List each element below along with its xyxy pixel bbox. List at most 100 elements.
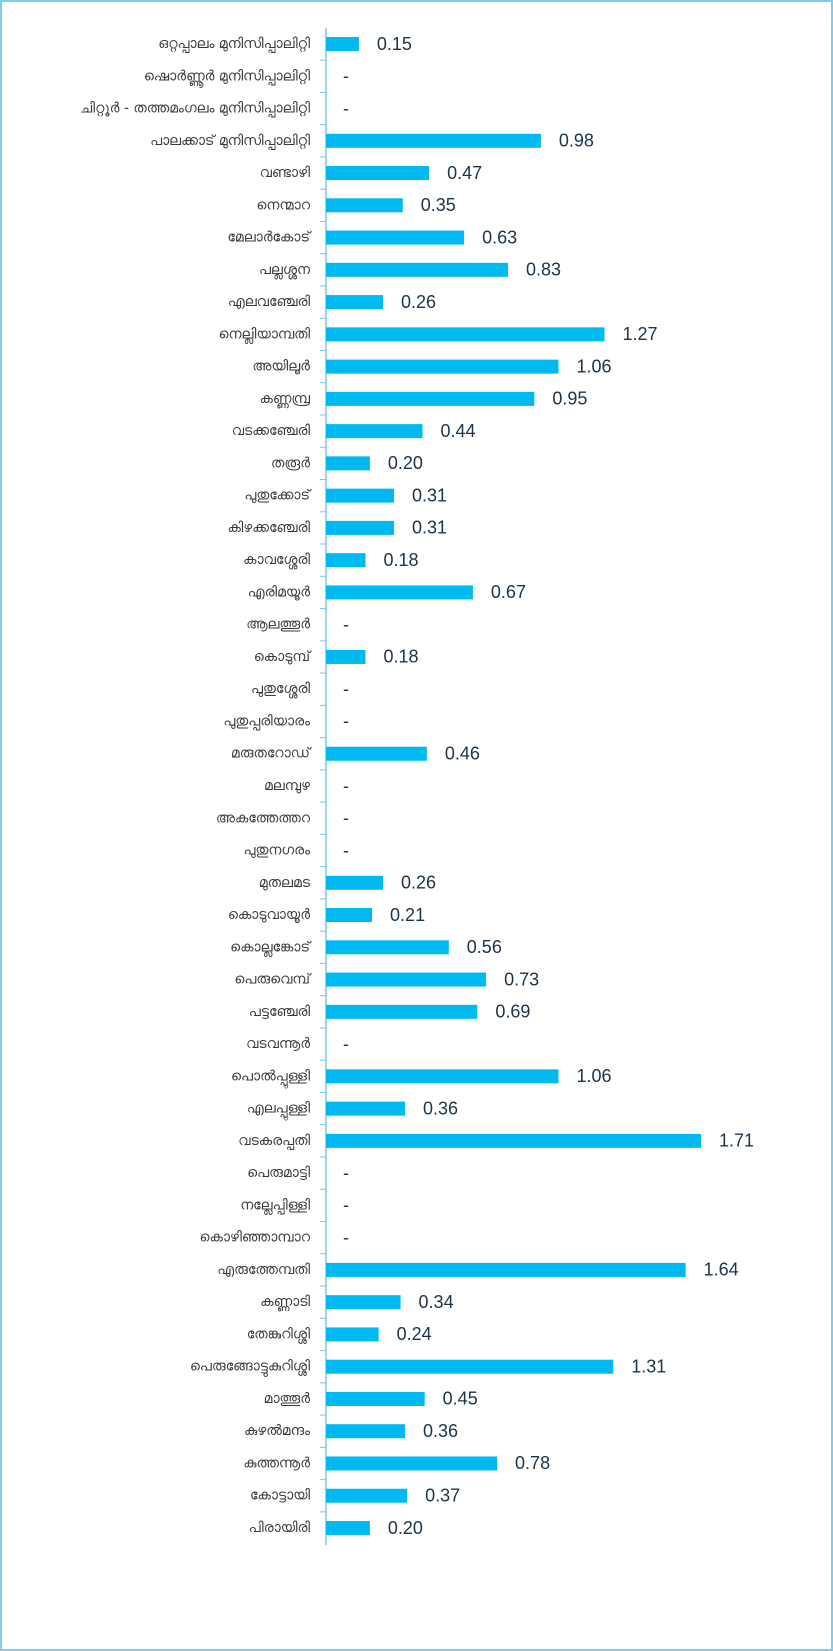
y-tick-label: പുതുനഗരം [244,843,311,859]
y-tick-label: ഷൊർണ്ണൂർ മുനിസിപ്പാലിറ്റി [144,68,310,88]
y-tick-label: ഒറ്റപ്പാലം മുനിസിപ്പാലിറ്റി [158,36,310,53]
data-label: 0.67 [491,582,526,602]
y-tick-label: മേലാർകോട് [227,230,311,246]
bar [326,1488,408,1503]
bar [326,327,605,342]
data-label: 0.47 [447,163,482,183]
y-tick-label: നെല്ലിയാമ്പതി [218,326,310,344]
data-label: 0.56 [467,937,502,957]
data-label: - [343,1034,349,1054]
data-label: 0.31 [412,485,447,505]
bar [326,875,384,890]
bar [326,1456,498,1471]
y-tick-label: കാവശ്ശേരി [243,552,310,570]
data-label: 0.69 [495,1002,530,1022]
data-label: - [343,98,349,118]
bar [326,585,473,600]
y-tick-label: മരുതറോഡ് [231,746,312,762]
bar [326,1359,614,1374]
y-tick-label: എരിമയൂർ [248,584,310,600]
bar [326,908,373,923]
data-label: 1.71 [719,1131,754,1151]
bar [326,391,535,406]
data-label: 0.18 [383,647,418,667]
y-tick-label: എരുത്തേമ്പതി [217,1262,310,1278]
bar [326,488,394,503]
bar [326,940,449,955]
data-label: 0.35 [421,195,456,215]
data-label: 0.95 [552,389,587,409]
bar [326,1262,686,1277]
data-label: - [343,711,349,731]
y-tick-label: കുത്തന്നൂർ [243,1455,310,1471]
data-label: 0.78 [515,1453,550,1473]
bar [326,520,394,535]
bar [326,230,465,245]
y-tick-label: പല്ലശ്ശന [259,262,310,280]
data-label: 1.27 [623,324,658,344]
y-tick-label: നല്ലേപ്പിള്ളി [240,1197,310,1215]
data-label: 0.83 [526,260,561,280]
y-tick-label: ആലത്തൂർ [246,617,310,633]
y-tick-label: പെരുങ്ങോട്ടുകുറിശ്ശി [190,1359,310,1378]
data-label: 0.45 [443,1389,478,1409]
y-tick-label: വടക്കഞ്ചേരി [232,423,310,439]
bar [326,37,359,51]
y-tick-label: പിരായിരി [249,1520,310,1536]
y-tick-label: പെരുവെമ്പ് [234,972,311,988]
data-label: - [343,1227,349,1247]
bar [326,1295,401,1310]
data-label: 1.06 [576,1066,611,1086]
data-label: - [343,679,349,699]
bar [326,166,430,181]
y-tick-label: മുതലമട [259,875,311,891]
y-tick-label: മലമ്പുഴ [264,778,310,794]
y-tick-label: പൊൽപ്പുള്ളി [231,1068,310,1088]
y-tick-label: കോട്ടായി [250,1488,310,1504]
data-label: - [343,614,349,634]
bar [326,1004,478,1019]
y-tick-label: വടവന്നൂർ [246,1036,310,1052]
data-label: 0.73 [504,969,539,989]
y-tick-label: വണ്ടാഴി [260,165,310,181]
bar [326,456,370,471]
y-tick-label: വടകരപ്പതി [238,1133,310,1150]
data-label: 0.21 [390,905,425,925]
y-tick-label: കണ്ണമ്പ്ര [259,391,310,409]
y-tick-label: തേങ്കുറിശ്ശി [247,1326,310,1344]
data-label: 0.20 [388,453,423,473]
y-tick-label: കിഴക്കഞ്ചേരി [227,520,310,536]
y-tick-label: നെന്മാറ [256,197,310,213]
data-label: - [343,808,349,828]
y-tick-label: തരൂർ [271,455,310,471]
data-label: 1.64 [704,1260,739,1280]
bar [326,359,559,374]
bar [326,262,509,277]
y-tick-label: കൊല്ലങ്കോട് [230,939,312,957]
bar [326,295,384,310]
y-tick-label: പുതുക്കോട് [244,488,311,504]
data-label: 1.31 [631,1356,666,1376]
bar [326,1424,405,1439]
y-tick-label: പുതുശ്ശേരി [251,681,310,699]
y-tick-label: അകത്തേത്തറ [216,810,311,826]
y-tick-label: എലപ്പുള്ളി [247,1101,310,1121]
bar [326,1391,425,1406]
data-label: 0.37 [425,1485,460,1505]
y-tick-label: പെരുമാട്ടി [247,1165,310,1181]
y-tick-label: കൊഴിഞ്ഞാമ്പാറ [199,1230,310,1246]
data-label: 0.26 [401,292,436,312]
y-tick-label: കൊടുമ്പ് [254,649,312,665]
data-label: 0.15 [377,34,412,54]
data-label: 0.31 [412,518,447,538]
bar [326,649,366,664]
y-tick-label: പുതുപ്പരിയാരം [223,713,310,730]
bar [326,198,403,213]
bar [326,1133,701,1148]
data-label: 0.20 [388,1518,423,1538]
y-tick-label: എലവഞ്ചേരി [228,294,310,310]
data-label: 0.26 [401,873,436,893]
data-label: 0.36 [423,1421,458,1441]
data-label: - [343,1195,349,1215]
